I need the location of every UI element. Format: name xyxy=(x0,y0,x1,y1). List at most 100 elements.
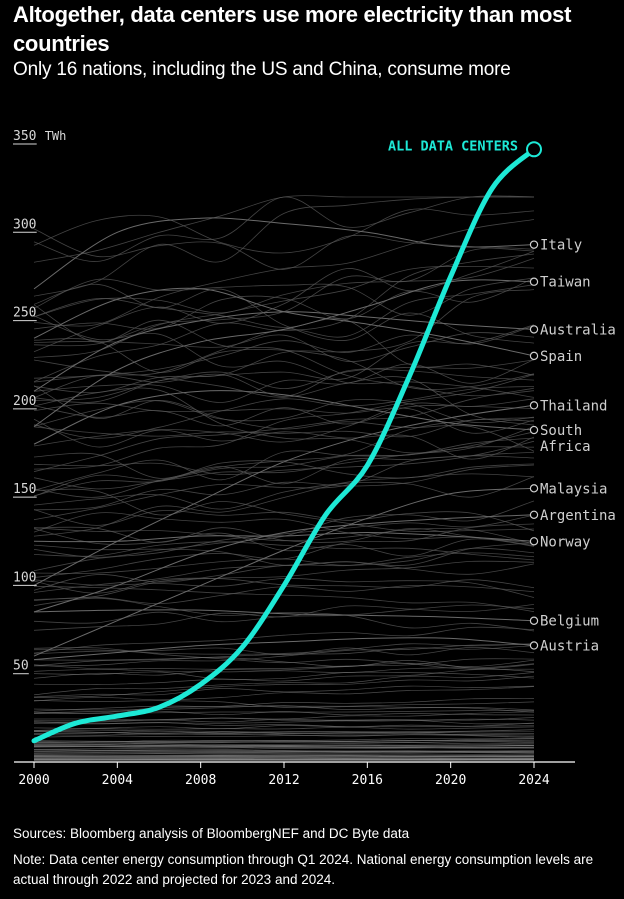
labeled-country-lines-group xyxy=(33,217,535,661)
y-axis-unit: TWh xyxy=(45,129,67,143)
country-line xyxy=(33,283,535,344)
country-line xyxy=(33,577,535,598)
x-tick-label: 2016 xyxy=(352,773,383,788)
country-end-marker xyxy=(529,484,539,493)
country-line xyxy=(33,738,535,745)
country-line xyxy=(33,526,535,544)
country-line xyxy=(33,219,535,327)
country-label: Norway xyxy=(540,534,591,550)
country-line xyxy=(33,368,535,399)
country-line xyxy=(33,277,535,330)
country-line xyxy=(33,324,535,403)
country-labels-group: Italy Taiwan Australia Spain Thailand South Af… xyxy=(529,238,616,654)
country-line xyxy=(33,277,535,316)
country-line xyxy=(33,739,535,743)
country-line xyxy=(33,745,535,750)
country-line xyxy=(33,705,535,711)
country-line xyxy=(33,325,535,379)
country-line xyxy=(33,253,535,382)
country-line xyxy=(33,647,535,670)
country-label: Australia xyxy=(540,322,616,338)
country-line xyxy=(33,755,535,757)
country-line xyxy=(33,597,535,632)
country-line xyxy=(33,604,535,631)
highlight-series-group: ALL DATA CENTERS xyxy=(31,138,542,744)
country-line xyxy=(33,730,535,739)
y-tick-label: 100 xyxy=(13,570,36,585)
country-line xyxy=(33,359,535,426)
country-line xyxy=(33,387,535,472)
country-line xyxy=(33,418,535,460)
country-line xyxy=(33,405,535,427)
country-line xyxy=(33,544,535,575)
country-label: Austria xyxy=(540,638,599,654)
country-line xyxy=(33,386,535,439)
country-line xyxy=(33,711,535,723)
country-line xyxy=(33,645,535,667)
country-line xyxy=(33,541,535,561)
country-line xyxy=(33,717,535,725)
country-line xyxy=(33,298,535,376)
country-line xyxy=(33,451,535,521)
country-label: Italy xyxy=(540,238,582,254)
y-tick-label: 200 xyxy=(13,394,36,409)
country-label: Thailand xyxy=(540,398,607,414)
country-end-marker xyxy=(529,425,539,435)
country-lines-group xyxy=(33,195,535,761)
country-line xyxy=(33,552,535,574)
x-tick-label: 2000 xyxy=(18,773,49,788)
chart-subtitle: Only 16 nations, including the US and Ch… xyxy=(13,59,511,80)
country-line xyxy=(33,731,535,736)
y-tick-label: 350 xyxy=(13,129,36,144)
country-line xyxy=(33,338,535,390)
country-end-marker xyxy=(529,325,539,334)
country-end-marker xyxy=(529,351,539,361)
country-end-marker xyxy=(529,401,539,410)
sources-note: Sources: Bloomberg analysis of Bloomberg… xyxy=(13,826,410,841)
country-line-argentina xyxy=(33,514,535,613)
country-line xyxy=(33,560,535,600)
country-line xyxy=(33,514,535,572)
country-line xyxy=(33,208,535,254)
country-line xyxy=(33,315,535,398)
country-line-belgium xyxy=(33,609,535,622)
country-line xyxy=(33,668,535,686)
country-line xyxy=(33,464,535,511)
country-line xyxy=(33,387,535,454)
x-tick-label: 2024 xyxy=(518,773,549,788)
country-label: Malaysia xyxy=(540,481,607,497)
country-line xyxy=(33,228,535,270)
y-tick-label: 250 xyxy=(13,306,36,321)
country-line xyxy=(33,750,535,754)
country-line xyxy=(33,476,535,510)
country-end-marker xyxy=(529,240,539,249)
country-line xyxy=(33,473,535,537)
country-line xyxy=(33,710,535,714)
country-label: Argentina xyxy=(540,508,616,524)
country-line xyxy=(33,746,535,749)
country-label: Taiwan xyxy=(540,275,591,291)
country-line-austria xyxy=(33,637,535,661)
country-line xyxy=(33,196,535,297)
country-line xyxy=(33,512,535,546)
country-end-marker xyxy=(529,616,539,625)
country-line xyxy=(33,398,535,447)
chart-title: Altogether, data centers use more electr… xyxy=(13,2,572,56)
country-line xyxy=(33,585,535,613)
country-line xyxy=(33,671,535,680)
country-line xyxy=(33,359,535,401)
axes-group: 2000 2004 2008 2012 2016 2020 2024 50 100 150 200 2… xyxy=(13,129,575,788)
country-line xyxy=(33,332,535,362)
y-tick-label: 50 xyxy=(13,659,29,674)
country-line xyxy=(33,488,535,533)
country-line xyxy=(33,741,535,746)
country-line xyxy=(33,757,535,759)
x-tick-label: 2012 xyxy=(268,773,299,788)
x-tick-label: 2008 xyxy=(185,773,216,788)
data-centers-label: ALL DATA CENTERS xyxy=(388,138,518,154)
country-line xyxy=(33,440,535,475)
country-line xyxy=(33,721,535,728)
country-line xyxy=(33,289,535,394)
country-line-malaysia xyxy=(33,487,535,657)
country-line xyxy=(33,385,535,452)
